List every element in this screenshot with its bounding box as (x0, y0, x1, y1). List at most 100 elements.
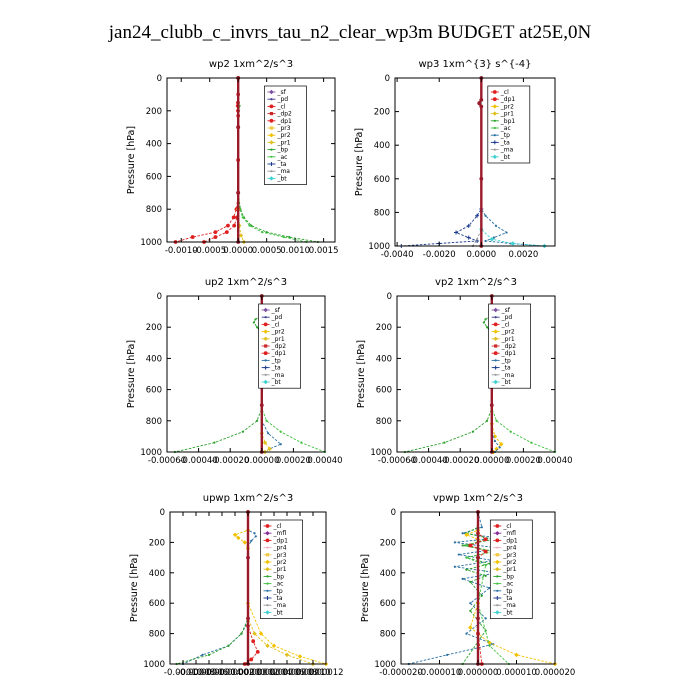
data-point (443, 441, 446, 444)
legend-label: _tp (271, 357, 281, 364)
legend-marker (264, 373, 267, 376)
series-line (477, 78, 483, 246)
legend-marker (266, 575, 269, 578)
legend-label: _pr2 (501, 329, 515, 336)
y-tick-label: 400 (380, 569, 396, 579)
x-tick-label: 0.000000 (458, 668, 499, 678)
legend-label: _ma (272, 602, 286, 609)
legend-marker (496, 604, 499, 607)
legend-marker (495, 567, 500, 572)
data-point (288, 235, 291, 239)
legend: _sf_pd_cl_dp2_dp1_pr3_pr2_pr1_bp_ac_ta_m… (264, 85, 307, 185)
data-point (248, 224, 251, 227)
x-tick-label: 0.000010 (496, 668, 537, 678)
data-point (213, 230, 218, 235)
legend-label: _bt (502, 609, 513, 616)
y-tick-label: 200 (146, 107, 162, 117)
data-point (530, 441, 533, 444)
legend-label: _bp1 (500, 118, 516, 125)
legend-marker (269, 112, 274, 116)
legend-label: _bp (272, 573, 284, 580)
legend-marker (265, 524, 270, 528)
series-line (261, 296, 271, 453)
x-tick-label: 0.00000 (244, 456, 279, 466)
data-point (476, 238, 479, 241)
data-point (213, 441, 216, 444)
legend-label: _dp2 (271, 343, 287, 350)
legend-label: _pr1 (276, 139, 290, 146)
data-point (466, 223, 471, 228)
x-tick-label: -0.0040 (381, 250, 414, 260)
legend-marker (494, 344, 498, 348)
legend-marker (263, 351, 268, 356)
legend-label: _pd (276, 96, 288, 103)
legend-marker (269, 140, 274, 145)
data-point (469, 609, 472, 612)
data-point (300, 441, 303, 444)
legend-marker (493, 379, 498, 385)
data-point (240, 632, 243, 635)
legend-marker (270, 170, 273, 173)
data-point (190, 235, 195, 239)
data-point (471, 430, 474, 433)
data-point (489, 237, 495, 242)
legend-marker (269, 126, 274, 130)
chart-title: up2 1xm^2/s^3 (205, 277, 287, 288)
x-tick-label: 0.0000 (223, 246, 253, 256)
legend-label: _pr4 (502, 545, 516, 552)
y-tick-label: 600 (376, 386, 392, 396)
legend-label: _dp1 (502, 537, 518, 544)
legend-marker (495, 531, 500, 536)
data-point (267, 446, 272, 452)
series-group (399, 75, 547, 249)
legend-label: _pr2 (276, 132, 290, 139)
legend-label: _bt (276, 175, 287, 182)
legend-marker (263, 365, 268, 370)
data-point (255, 419, 259, 422)
legend-marker (269, 104, 274, 109)
y-tick-label: 0 (391, 508, 396, 518)
legend-marker (266, 546, 269, 549)
data-point (241, 216, 244, 219)
x-tick-label: -0.00004 (203, 668, 241, 678)
data-point (255, 326, 259, 329)
data-point (484, 574, 487, 577)
data-point (252, 321, 255, 324)
x-tick-label: -0.00020 (211, 456, 249, 466)
legend-marker (265, 559, 270, 565)
x-tick-label: -0.0020 (423, 250, 456, 260)
legend-label: _bp (502, 573, 514, 580)
data-point (279, 430, 282, 433)
legend-label: _bt (271, 379, 282, 386)
x-tick-label: 0.0010 (280, 246, 310, 256)
data-point (201, 653, 204, 656)
legend-marker (264, 359, 267, 362)
x-tick-label: -0.000010 (418, 668, 462, 678)
series-line (176, 512, 249, 665)
legend-marker (495, 610, 500, 615)
legend-label: _tp (502, 588, 512, 595)
data-point (483, 537, 488, 542)
x-tick-label: 0.0005 (252, 246, 282, 256)
chart-title: wp3 1xm^{3} s^{-4} (418, 59, 531, 70)
y-tick-label: 400 (146, 140, 162, 150)
data-point (510, 241, 516, 246)
y-axis-label: Pressure [hPa] (360, 554, 371, 622)
x-tick-label: 0.00012 (308, 668, 343, 678)
data-point (271, 643, 277, 648)
data-point (492, 236, 496, 239)
legend-label: _cl (501, 321, 510, 328)
y-tick-label: 0 (387, 292, 392, 302)
legend-label: _ac (276, 154, 287, 161)
legend-label: _pd (271, 314, 283, 321)
x-tick-label: -0.00008 (177, 668, 215, 678)
legend-label: _pr1 (500, 111, 514, 118)
series-line (401, 78, 482, 247)
x-tick-label: -0.0010 (165, 246, 198, 256)
legend-marker (265, 596, 270, 600)
data-point (265, 419, 268, 422)
legend-marker (265, 610, 270, 615)
x-tick-label: 0.00008 (282, 668, 317, 678)
y-tick-label: 600 (146, 386, 162, 396)
